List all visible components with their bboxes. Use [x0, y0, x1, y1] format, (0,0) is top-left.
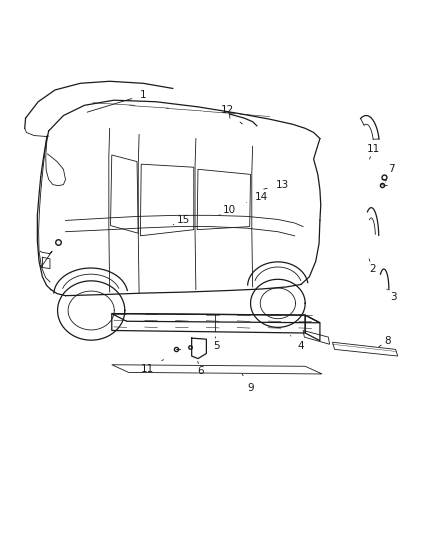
Text: 3: 3 [387, 289, 397, 302]
Text: 15: 15 [173, 215, 190, 225]
Text: 4: 4 [290, 336, 304, 351]
Text: 11: 11 [367, 144, 380, 159]
Text: 12: 12 [221, 106, 242, 124]
Text: 10: 10 [219, 205, 236, 215]
Text: 7: 7 [385, 164, 395, 182]
Text: 5: 5 [214, 337, 220, 351]
Text: 8: 8 [379, 336, 391, 347]
Text: 11: 11 [141, 360, 163, 374]
Text: 2: 2 [369, 259, 376, 274]
Text: 13: 13 [264, 180, 289, 190]
Text: 1: 1 [87, 90, 147, 112]
Text: 14: 14 [246, 192, 268, 203]
Text: 9: 9 [242, 374, 254, 393]
Text: 6: 6 [197, 361, 203, 376]
